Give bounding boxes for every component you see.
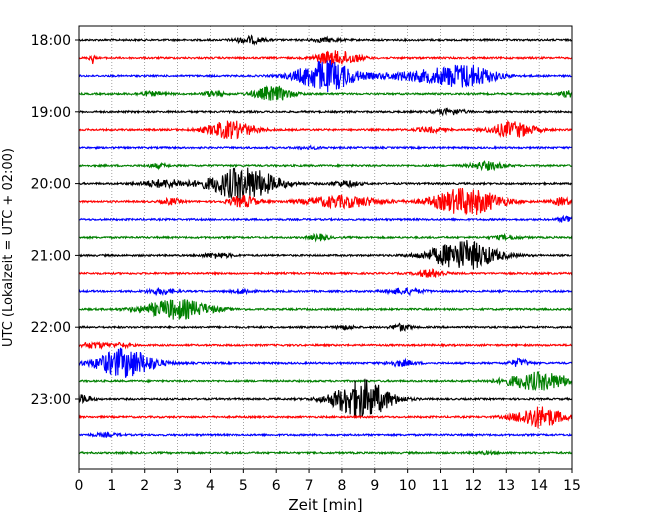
seismic-traces bbox=[78, 34, 573, 456]
seismic-trace bbox=[78, 34, 573, 46]
y-axis-label: UTC (Lokalzeit = UTC + 02:00) bbox=[1, 148, 16, 347]
x-tick-label: 13 bbox=[497, 478, 515, 494]
seismic-trace bbox=[78, 240, 573, 270]
seismic-trace bbox=[78, 59, 573, 93]
seismic-trace bbox=[78, 286, 573, 297]
x-tick-label: 10 bbox=[399, 478, 417, 494]
x-tick-label: 15 bbox=[563, 478, 581, 494]
x-tick-label: 5 bbox=[239, 478, 248, 494]
x-tick-label: 12 bbox=[464, 478, 482, 494]
seismic-trace bbox=[78, 371, 573, 392]
x-tick-label: 14 bbox=[530, 478, 548, 494]
x-tick-label: 11 bbox=[432, 478, 450, 494]
seismic-trace bbox=[78, 144, 573, 151]
y-tick-label: 20:00 bbox=[31, 177, 71, 193]
y-tick-label: 19:00 bbox=[31, 105, 71, 121]
y-tick-label: 22:00 bbox=[31, 320, 71, 336]
plot-frame bbox=[78, 25, 573, 470]
seismic-trace bbox=[78, 431, 573, 438]
seismic-trace bbox=[78, 449, 573, 456]
seismic-trace bbox=[78, 378, 573, 419]
x-tick-label: 7 bbox=[305, 478, 314, 494]
x-tick-label: 3 bbox=[173, 478, 182, 494]
seismic-trace bbox=[78, 232, 573, 243]
seismic-trace bbox=[78, 347, 573, 378]
y-tick-label: 18:00 bbox=[31, 33, 71, 49]
y-axis-ticks: 18:00 19:00 20:00 21:00 22:00 23:00 bbox=[31, 33, 79, 408]
x-tick-label: 1 bbox=[107, 478, 116, 494]
seismic-trace bbox=[78, 85, 573, 101]
x-tick-label: 8 bbox=[337, 478, 346, 494]
seismic-trace bbox=[78, 322, 573, 332]
seismic-trace bbox=[78, 167, 573, 201]
seismic-trace bbox=[78, 107, 573, 117]
seismic-trace bbox=[78, 50, 573, 66]
x-tick-label: 0 bbox=[75, 478, 84, 494]
seismic-trace bbox=[78, 187, 573, 216]
seismic-trace bbox=[78, 340, 573, 350]
seismic-trace bbox=[78, 299, 573, 320]
x-tick-label: 2 bbox=[140, 478, 149, 494]
y-tick-label: 21:00 bbox=[31, 248, 71, 264]
x-axis-ticks: 0 1 2 3 4 5 6 7 8 9 10 11 12 13 14 15 bbox=[75, 469, 581, 494]
seismic-trace bbox=[78, 119, 573, 140]
x-tick-label: 6 bbox=[272, 478, 281, 494]
seismic-trace bbox=[78, 406, 573, 429]
seismic-trace bbox=[78, 160, 573, 172]
y-tick-label: 23:00 bbox=[31, 392, 71, 408]
seismic-trace bbox=[78, 268, 573, 278]
seismic-trace bbox=[78, 214, 573, 223]
x-tick-label: 4 bbox=[206, 478, 215, 494]
x-axis-label: Zeit [min] bbox=[288, 496, 362, 514]
x-tick-label: 9 bbox=[370, 478, 379, 494]
